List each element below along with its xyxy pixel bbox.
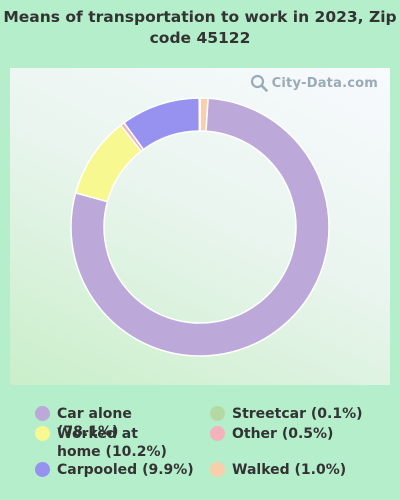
legend-item-worked-at-home: Worked at home (10.2%) xyxy=(35,425,177,461)
search-icon xyxy=(250,74,268,92)
legend-label: Worked at home (10.2%) xyxy=(57,426,167,460)
chart-legend: Car alone (78.1%) Worked at home (10.2%) C… xyxy=(0,400,400,500)
slice-streetcar xyxy=(198,97,201,132)
legend-swatch xyxy=(35,406,50,421)
donut-chart xyxy=(70,97,330,357)
legend-swatch xyxy=(35,426,50,441)
legend-item-car-alone: Car alone (78.1%) xyxy=(35,405,197,441)
legend-swatch xyxy=(210,462,225,477)
legend-item-carpooled: Carpooled (9.9%) xyxy=(35,461,194,479)
legend-item-streetcar: Streetcar (0.1%) xyxy=(210,405,363,423)
legend-label: Walked (1.0%) xyxy=(232,462,347,478)
legend-item-other: Other (0.5%) xyxy=(210,425,333,443)
watermark-text: City-Data.com xyxy=(271,75,378,91)
legend-swatch xyxy=(210,426,225,441)
watermark: City-Data.com xyxy=(250,74,378,92)
slice-car-alone xyxy=(70,97,330,357)
legend-item-walked: Walked (1.0%) xyxy=(210,461,346,479)
legend-swatch xyxy=(210,406,225,421)
legend-label: Other (0.5%) xyxy=(232,426,334,442)
legend-label: Car alone (78.1%) xyxy=(57,406,132,440)
chart-panel: City-Data.com xyxy=(10,68,390,385)
legend-swatch xyxy=(35,462,50,477)
legend-label: Streetcar (0.1%) xyxy=(232,406,363,422)
legend-label: Carpooled (9.9%) xyxy=(57,462,194,478)
chart-title: Means of transportation to work in 2023,… xyxy=(3,8,397,47)
